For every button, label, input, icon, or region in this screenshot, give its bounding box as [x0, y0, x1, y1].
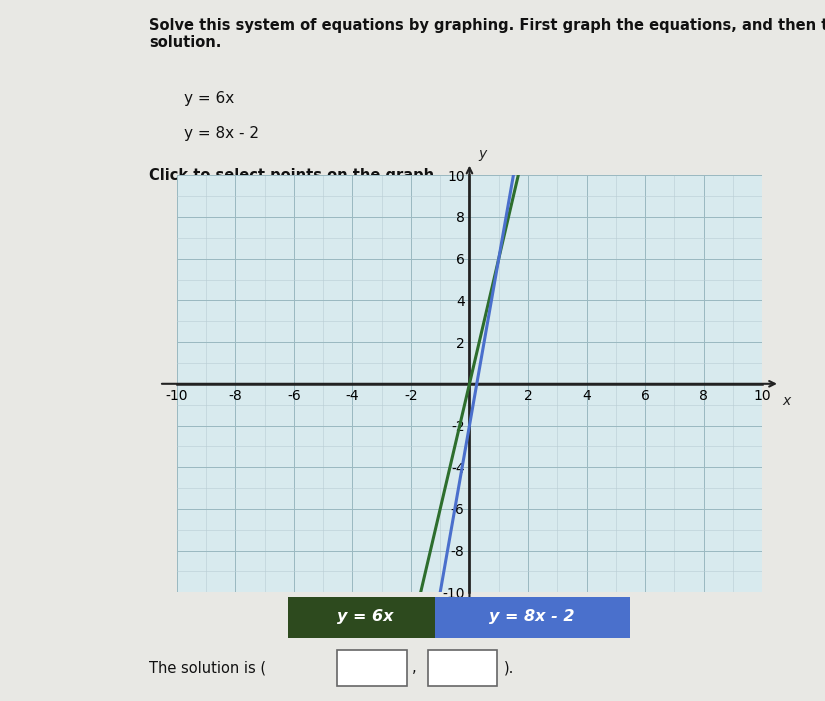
Text: Click to select points on the graph.: Click to select points on the graph.: [148, 168, 440, 183]
Text: y = 6x: y = 6x: [184, 91, 234, 106]
Text: ).: ).: [504, 660, 515, 675]
FancyBboxPatch shape: [435, 597, 629, 638]
Text: y: y: [478, 147, 487, 161]
Text: y = 8x - 2: y = 8x - 2: [184, 126, 259, 141]
Text: The solution is (: The solution is (: [148, 660, 266, 675]
FancyBboxPatch shape: [288, 597, 441, 638]
Text: ,: ,: [412, 660, 416, 675]
Text: y = 6x: y = 6x: [337, 609, 394, 625]
Text: Solve this system of equations by graphing. First graph the equations, and then : Solve this system of equations by graphi…: [148, 18, 825, 50]
Text: x: x: [783, 394, 791, 408]
FancyBboxPatch shape: [337, 651, 407, 686]
FancyBboxPatch shape: [427, 651, 497, 686]
Text: y = 8x - 2: y = 8x - 2: [489, 609, 575, 625]
